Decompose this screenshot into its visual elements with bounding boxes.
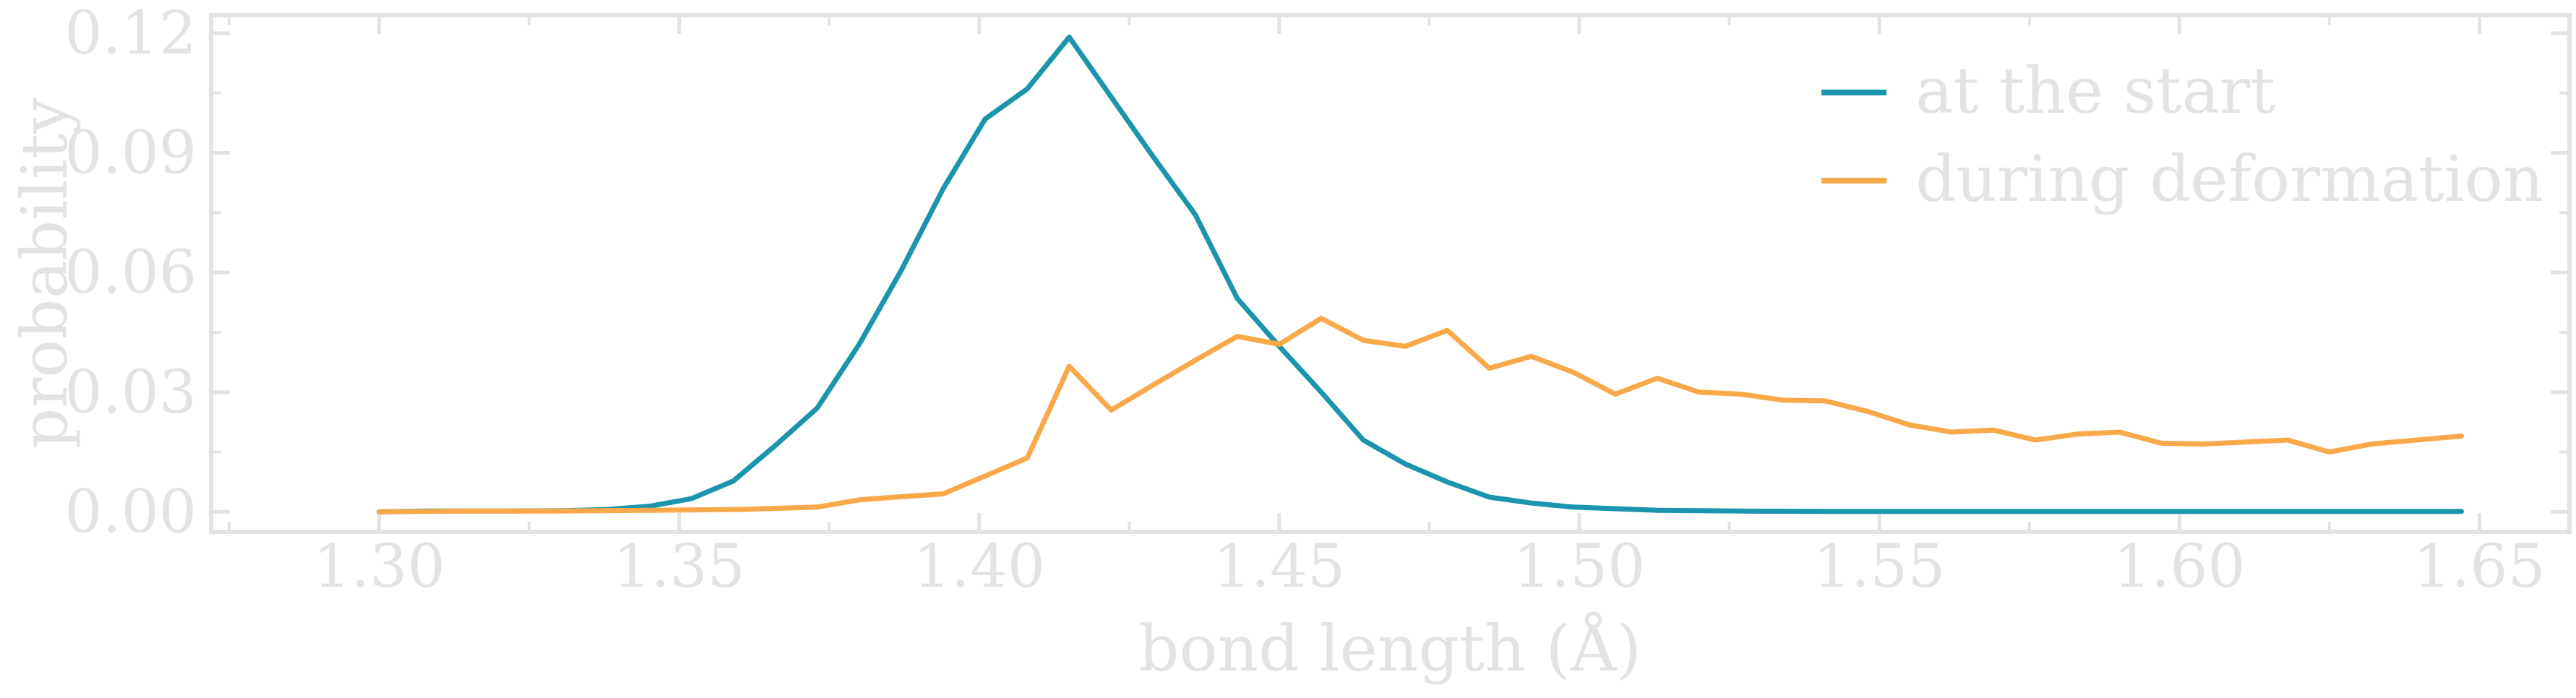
x-tick-label: 1.55 — [1813, 533, 1946, 601]
axis-ticks: 1.30 1.35 1.40 1.45 1.50 1.55 1.60 1.65 0.00 0.03… — [64, 0, 2569, 601]
y-tick-label: 0.09 — [64, 119, 197, 187]
series-line-at-the-start — [377, 34, 2464, 514]
x-tick-label: 1.45 — [1214, 533, 1346, 601]
y-tick-label: 0.00 — [64, 478, 197, 546]
x-tick-label: 1.30 — [313, 533, 445, 601]
legend: at the start during deformation — [1821, 53, 2543, 216]
y-axis-title: probability — [7, 98, 82, 449]
series-layer — [377, 34, 2464, 514]
x-tick-label: 1.50 — [1514, 533, 1646, 601]
x-tick-label: 1.65 — [2413, 533, 2546, 601]
legend-label-during-deformation: during deformation — [1915, 142, 2543, 216]
y-tick-label: 0.06 — [64, 238, 197, 307]
legend-label-at-the-start: at the start — [1915, 53, 2275, 128]
x-axis-title: bond length (Å) — [1138, 611, 1641, 686]
y-tick-label: 0.03 — [64, 358, 197, 427]
x-tick-label: 1.35 — [613, 533, 745, 601]
series-line-during-deformation — [377, 316, 2464, 514]
y-tick-label: 0.12 — [64, 0, 197, 68]
x-tick-label: 1.60 — [2113, 533, 2246, 601]
x-tick-label: 1.40 — [913, 533, 1045, 601]
